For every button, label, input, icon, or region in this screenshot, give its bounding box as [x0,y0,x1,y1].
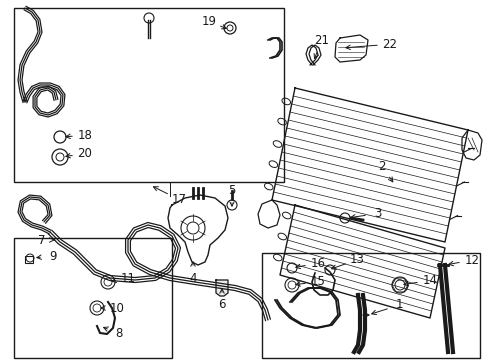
Text: 22: 22 [382,38,397,51]
Bar [25,256,33,263]
Text: 8: 8 [115,327,122,340]
Text: 9: 9 [49,249,57,262]
Text: 1: 1 [395,298,403,311]
Text: 5: 5 [228,184,235,197]
Text: 2: 2 [378,160,385,173]
Text: 19: 19 [201,15,216,28]
Text: 13: 13 [349,253,364,266]
Text: 7: 7 [38,234,46,247]
Polygon shape [216,280,227,296]
Text: 20: 20 [77,147,92,160]
Text: 6: 6 [218,298,225,311]
Bar [262,253,479,358]
Bar [14,238,172,358]
Text: 16: 16 [310,257,325,270]
Bar [14,8,284,182]
Text: 4: 4 [189,271,196,284]
Text: 11: 11 [120,271,135,284]
Text: 21: 21 [314,34,329,47]
Text: 3: 3 [373,207,381,220]
Text: 17: 17 [171,193,186,206]
Circle shape [226,25,232,31]
Text: 15: 15 [310,275,325,288]
Text: 14: 14 [422,274,436,287]
Text: 12: 12 [464,254,478,267]
Text: 10: 10 [109,302,124,315]
Text: 18: 18 [78,129,92,142]
